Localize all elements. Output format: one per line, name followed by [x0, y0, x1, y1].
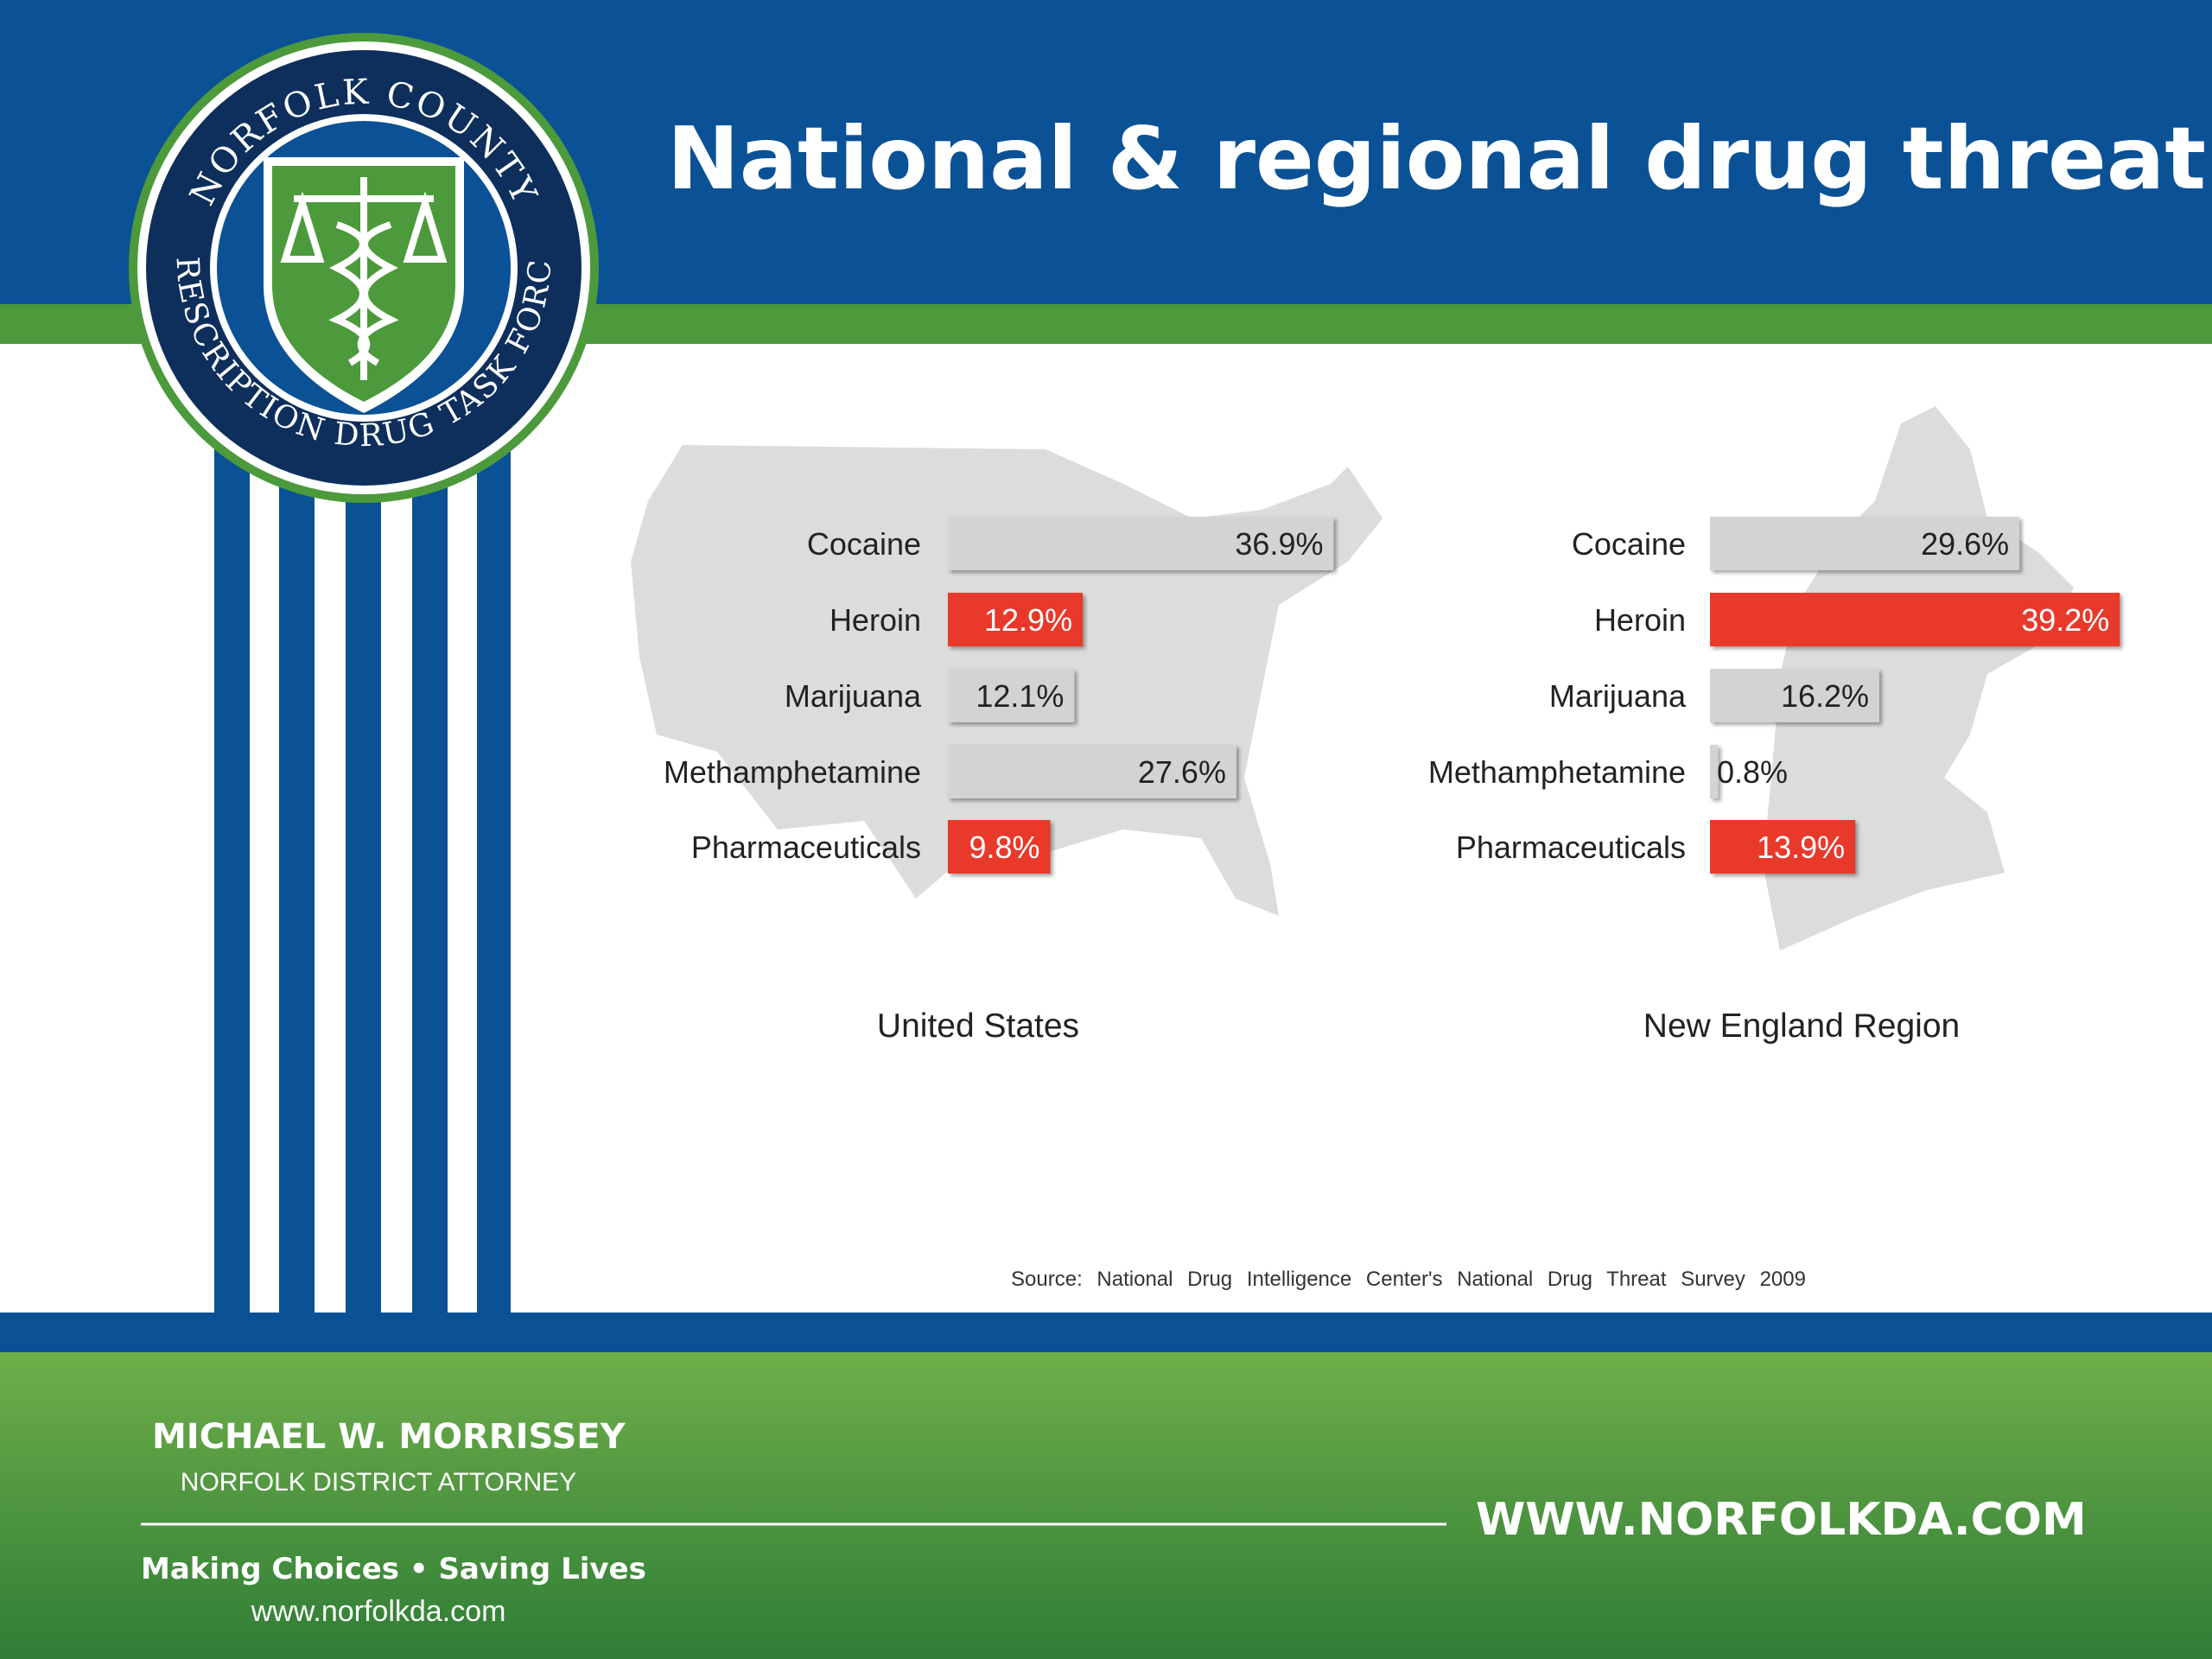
category-label: Methamphetamine: [664, 754, 921, 790]
value-label: 29.6%: [1921, 526, 2009, 562]
value-label: 12.1%: [976, 678, 1064, 714]
footer-role: NORFOLK DISTRICT ATTORNEY: [181, 1468, 576, 1497]
logo: NORFOLK COUNTY PRESCRIPTION DRUG TASK FO…: [0, 0, 599, 503]
bar: [948, 517, 1334, 570]
slide-title: National & regional drug threat: [667, 108, 2206, 209]
value-label: 0.8%: [1717, 754, 1788, 790]
value-label: 16.2%: [1781, 678, 1869, 714]
bar: [1710, 593, 2120, 646]
chart-title: New England Region: [1643, 1007, 1960, 1045]
bar-chart: United States Cocaine 36.9% Heroin 12.9% Mari…: [664, 517, 1334, 1045]
value-label: 9.8%: [969, 830, 1040, 865]
bar: [1710, 669, 1880, 722]
bar-chart: New England Region Cocaine 29.6% Heroin 39.2…: [1428, 517, 2120, 1045]
footer-motto: Making Choices • Saving Lives: [141, 1552, 646, 1586]
value-label: 36.9%: [1235, 526, 1323, 562]
footer-name: MICHAEL W. MORRISSEY: [152, 1417, 626, 1457]
source-note: Source: National Drug Intelligence Cente…: [1011, 1268, 1806, 1291]
category-label: Cocaine: [807, 526, 921, 562]
footer-url-large: WWW.NORFOLKDA.COM: [1476, 1494, 2087, 1546]
category-label: Pharmaceuticals: [691, 830, 921, 865]
footer-url-small: www.norfolkda.com: [251, 1595, 506, 1628]
category-label: Marijuana: [1549, 678, 1687, 714]
bar: [948, 669, 1075, 722]
vertical-stripes: [214, 346, 511, 1313]
category-label: Heroin: [1594, 602, 1686, 638]
bar: [1710, 820, 1856, 874]
bar: [948, 820, 1051, 874]
chart-title: United States: [877, 1007, 1079, 1045]
value-label: 12.9%: [984, 602, 1072, 638]
category-label: Methamphetamine: [1428, 754, 1686, 790]
category-label: Pharmaceuticals: [1456, 830, 1686, 865]
value-label: 27.6%: [1138, 754, 1226, 790]
bar: [1710, 745, 1719, 798]
category-label: Heroin: [830, 602, 921, 638]
category-label: Cocaine: [1572, 526, 1686, 562]
value-label: 39.2%: [2021, 602, 2109, 638]
bar: [1710, 517, 2020, 570]
bar: [948, 745, 1236, 798]
footer-band: [0, 1352, 2212, 1659]
footer-stripe: [0, 1313, 2212, 1352]
category-label: Marijuana: [785, 678, 922, 714]
value-label: 13.9%: [1757, 830, 1845, 865]
bar: [948, 593, 1084, 646]
